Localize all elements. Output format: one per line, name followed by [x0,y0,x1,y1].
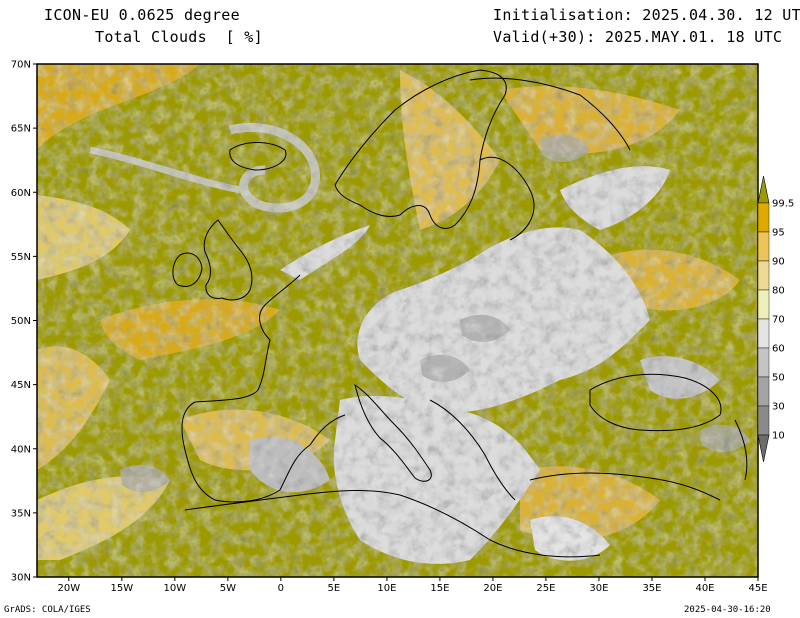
colorbar-label: 95 [772,228,785,239]
colorbar-label: 10 [772,431,785,442]
colorbar-label: 30 [772,402,785,413]
lon-tick-label: 45E [748,583,767,594]
longitude-axis: 20W 15W 10W 5W 0 5E 10E 15E 20E 25E 30E 35E 40E 45E [57,577,768,594]
lon-tick-label: 35E [642,583,661,594]
footer-software: GrADS: COLA/IGES [4,605,91,615]
colorbar-label: 60 [772,344,785,355]
colorbar-segment [757,318,770,349]
lat-tick-label: 70N [11,60,31,71]
colorbar-label: 50 [772,373,785,384]
colorbar-label: 99.5 [772,199,794,210]
colorbar-segment [757,202,770,233]
lat-tick-label: 55N [11,252,31,263]
colorbar-segment [757,260,770,291]
lat-tick-label: 40N [11,444,31,455]
lat-tick-label: 45N [11,380,31,391]
map-area [37,64,758,577]
lon-tick-label: 30E [589,583,608,594]
lon-tick-label: 25E [536,583,555,594]
colorbar-overflow-triangle [757,175,770,204]
colorbar-underflow-triangle [757,434,770,463]
colorbar-segment [757,231,770,262]
lon-tick-label: 15W [111,583,134,594]
colorbar: 99.5 95 90 80 70 60 50 30 10 [757,175,794,463]
field-title: Total Clouds [ %] [95,28,263,46]
initialisation-time: Initialisation: 2025.04.30. 12 UTC [493,6,800,24]
lon-tick-label: 20E [483,583,502,594]
colorbar-segment [757,289,770,320]
lon-tick-label: 20W [57,583,80,594]
lon-tick-label: 5E [328,583,341,594]
colorbar-label: 80 [772,286,785,297]
lat-tick-label: 30N [11,573,31,584]
latitude-axis: 30N 35N 40N 45N 50N 55N 60N 65N 70N [11,60,37,584]
coastlines [172,69,748,558]
lat-tick-label: 60N [11,188,31,199]
lon-tick-label: 5W [220,583,236,594]
colorbar-label: 70 [772,315,785,326]
colorbar-label: 90 [772,257,785,268]
colorbar-segment [757,376,770,407]
valid-time: Valid(+30): 2025.MAY.01. 18 UTC [493,28,783,46]
colorbar-segment [757,405,770,436]
lon-tick-label: 40E [695,583,714,594]
lat-tick-label: 65N [11,124,31,135]
lat-tick-label: 35N [11,508,31,519]
lon-tick-label: 10W [164,583,187,594]
colorbar-segment [757,347,770,378]
lon-tick-label: 15E [430,583,449,594]
lon-tick-label: 0 [278,583,284,594]
lon-tick-label: 10E [377,583,396,594]
model-title: ICON-EU 0.0625 degree [44,6,240,24]
footer-timestamp: 2025-04-30-16:20 [684,605,771,615]
lat-tick-label: 50N [11,316,31,327]
